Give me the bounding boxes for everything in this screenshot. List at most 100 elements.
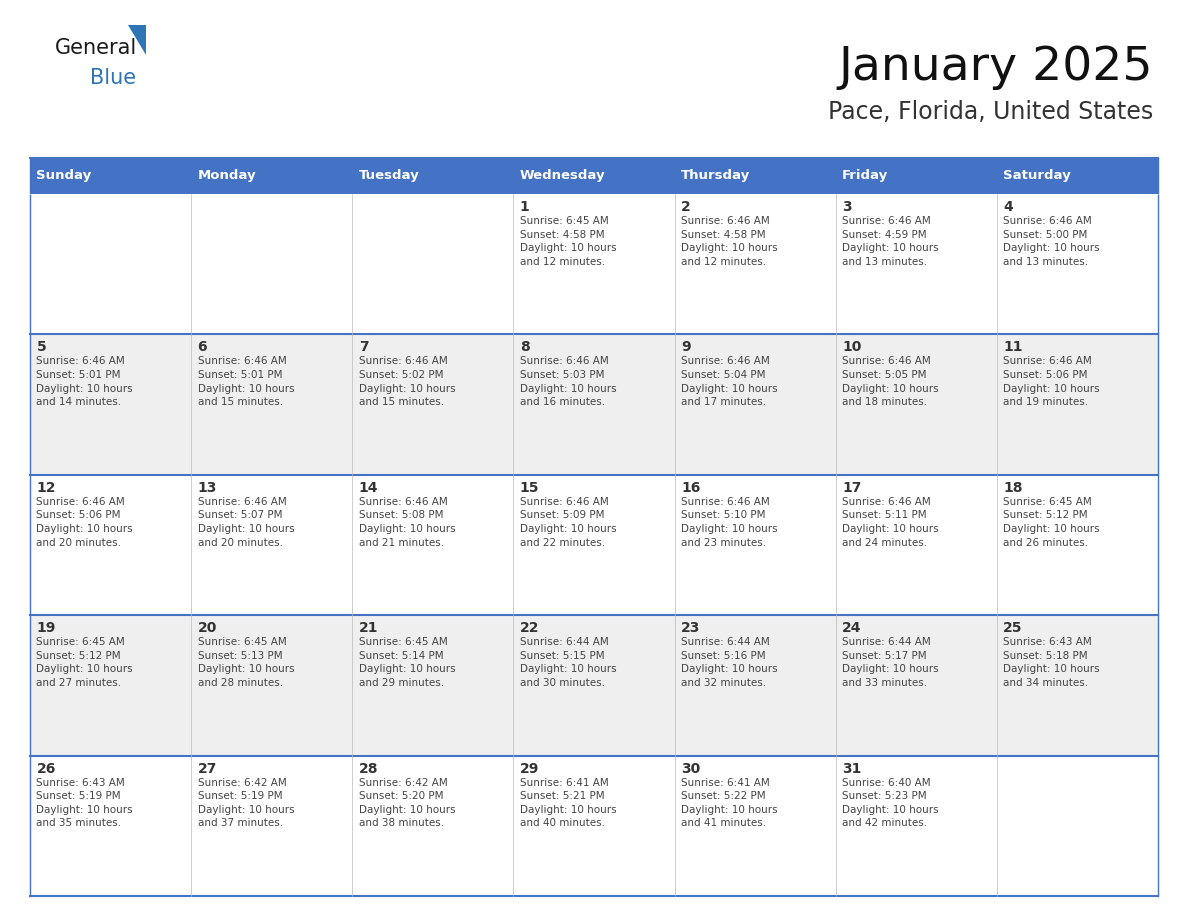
Bar <box>675 756 835 896</box>
Bar <box>513 334 675 475</box>
Text: Sunrise: 6:46 AM
Sunset: 5:08 PM
Daylight: 10 hours
and 21 minutes.: Sunrise: 6:46 AM Sunset: 5:08 PM Dayligh… <box>359 497 455 548</box>
Text: 30: 30 <box>681 762 700 776</box>
Text: Blue: Blue <box>90 68 137 88</box>
Text: 5: 5 <box>37 341 46 354</box>
Bar <box>353 475 513 615</box>
Bar <box>353 194 513 334</box>
Text: Sunrise: 6:40 AM
Sunset: 5:23 PM
Daylight: 10 hours
and 42 minutes.: Sunrise: 6:40 AM Sunset: 5:23 PM Dayligh… <box>842 778 939 828</box>
Text: 20: 20 <box>197 621 217 635</box>
Text: 31: 31 <box>842 762 861 776</box>
Bar <box>835 756 997 896</box>
Text: 6: 6 <box>197 341 207 354</box>
Text: Sunrise: 6:46 AM
Sunset: 5:11 PM
Daylight: 10 hours
and 24 minutes.: Sunrise: 6:46 AM Sunset: 5:11 PM Dayligh… <box>842 497 939 548</box>
Text: 8: 8 <box>520 341 530 354</box>
Bar <box>835 475 997 615</box>
Bar <box>513 475 675 615</box>
Text: Sunrise: 6:41 AM
Sunset: 5:22 PM
Daylight: 10 hours
and 41 minutes.: Sunrise: 6:41 AM Sunset: 5:22 PM Dayligh… <box>681 778 778 828</box>
Text: Sunrise: 6:46 AM
Sunset: 5:06 PM
Daylight: 10 hours
and 19 minutes.: Sunrise: 6:46 AM Sunset: 5:06 PM Dayligh… <box>1004 356 1100 408</box>
Text: Monday: Monday <box>197 170 257 183</box>
Text: Sunrise: 6:46 AM
Sunset: 5:07 PM
Daylight: 10 hours
and 20 minutes.: Sunrise: 6:46 AM Sunset: 5:07 PM Dayligh… <box>197 497 295 548</box>
Bar <box>835 158 997 194</box>
Text: 28: 28 <box>359 762 378 776</box>
Bar <box>997 158 1158 194</box>
Bar <box>675 615 835 756</box>
Text: 12: 12 <box>37 481 56 495</box>
Text: 13: 13 <box>197 481 217 495</box>
Text: Wednesday: Wednesday <box>520 170 606 183</box>
Text: 7: 7 <box>359 341 368 354</box>
Text: Sunrise: 6:46 AM
Sunset: 4:58 PM
Daylight: 10 hours
and 12 minutes.: Sunrise: 6:46 AM Sunset: 4:58 PM Dayligh… <box>681 216 778 267</box>
Text: General: General <box>55 38 138 58</box>
Text: Friday: Friday <box>842 170 889 183</box>
Text: Tuesday: Tuesday <box>359 170 419 183</box>
Text: 25: 25 <box>1004 621 1023 635</box>
Bar <box>30 158 191 194</box>
Text: Sunrise: 6:44 AM
Sunset: 5:17 PM
Daylight: 10 hours
and 33 minutes.: Sunrise: 6:44 AM Sunset: 5:17 PM Dayligh… <box>842 637 939 688</box>
Text: Sunrise: 6:45 AM
Sunset: 5:12 PM
Daylight: 10 hours
and 27 minutes.: Sunrise: 6:45 AM Sunset: 5:12 PM Dayligh… <box>37 637 133 688</box>
Bar <box>675 475 835 615</box>
Text: Sunday: Sunday <box>37 170 91 183</box>
Bar <box>675 334 835 475</box>
Bar <box>30 194 191 334</box>
Text: Sunrise: 6:46 AM
Sunset: 5:01 PM
Daylight: 10 hours
and 15 minutes.: Sunrise: 6:46 AM Sunset: 5:01 PM Dayligh… <box>197 356 295 408</box>
Text: 14: 14 <box>359 481 378 495</box>
Text: Sunrise: 6:44 AM
Sunset: 5:15 PM
Daylight: 10 hours
and 30 minutes.: Sunrise: 6:44 AM Sunset: 5:15 PM Dayligh… <box>520 637 617 688</box>
Bar <box>30 756 191 896</box>
Text: Sunrise: 6:46 AM
Sunset: 5:06 PM
Daylight: 10 hours
and 20 minutes.: Sunrise: 6:46 AM Sunset: 5:06 PM Dayligh… <box>37 497 133 548</box>
Bar <box>997 194 1158 334</box>
Text: 22: 22 <box>520 621 539 635</box>
Bar <box>513 615 675 756</box>
Text: Sunrise: 6:46 AM
Sunset: 5:01 PM
Daylight: 10 hours
and 14 minutes.: Sunrise: 6:46 AM Sunset: 5:01 PM Dayligh… <box>37 356 133 408</box>
Text: 15: 15 <box>520 481 539 495</box>
Bar <box>513 194 675 334</box>
Text: 1: 1 <box>520 200 530 214</box>
Polygon shape <box>128 25 146 55</box>
Text: Saturday: Saturday <box>1004 170 1072 183</box>
Bar <box>191 615 353 756</box>
Text: 19: 19 <box>37 621 56 635</box>
Text: 3: 3 <box>842 200 852 214</box>
Bar <box>30 475 191 615</box>
Bar <box>513 756 675 896</box>
Text: Sunrise: 6:43 AM
Sunset: 5:19 PM
Daylight: 10 hours
and 35 minutes.: Sunrise: 6:43 AM Sunset: 5:19 PM Dayligh… <box>37 778 133 828</box>
Text: Pace, Florida, United States: Pace, Florida, United States <box>828 100 1154 124</box>
Text: Sunrise: 6:46 AM
Sunset: 5:03 PM
Daylight: 10 hours
and 16 minutes.: Sunrise: 6:46 AM Sunset: 5:03 PM Dayligh… <box>520 356 617 408</box>
Text: 26: 26 <box>37 762 56 776</box>
Bar <box>835 334 997 475</box>
Text: Sunrise: 6:46 AM
Sunset: 5:00 PM
Daylight: 10 hours
and 13 minutes.: Sunrise: 6:46 AM Sunset: 5:00 PM Dayligh… <box>1004 216 1100 267</box>
Text: Sunrise: 6:46 AM
Sunset: 5:10 PM
Daylight: 10 hours
and 23 minutes.: Sunrise: 6:46 AM Sunset: 5:10 PM Dayligh… <box>681 497 778 548</box>
Text: 16: 16 <box>681 481 701 495</box>
Bar <box>191 334 353 475</box>
Text: Sunrise: 6:45 AM
Sunset: 4:58 PM
Daylight: 10 hours
and 12 minutes.: Sunrise: 6:45 AM Sunset: 4:58 PM Dayligh… <box>520 216 617 267</box>
Text: 24: 24 <box>842 621 861 635</box>
Bar <box>997 475 1158 615</box>
Bar <box>353 334 513 475</box>
Bar <box>675 194 835 334</box>
Text: Sunrise: 6:46 AM
Sunset: 5:02 PM
Daylight: 10 hours
and 15 minutes.: Sunrise: 6:46 AM Sunset: 5:02 PM Dayligh… <box>359 356 455 408</box>
Text: Sunrise: 6:46 AM
Sunset: 5:04 PM
Daylight: 10 hours
and 17 minutes.: Sunrise: 6:46 AM Sunset: 5:04 PM Dayligh… <box>681 356 778 408</box>
Bar <box>191 194 353 334</box>
Text: Sunrise: 6:45 AM
Sunset: 5:14 PM
Daylight: 10 hours
and 29 minutes.: Sunrise: 6:45 AM Sunset: 5:14 PM Dayligh… <box>359 637 455 688</box>
Text: Sunrise: 6:46 AM
Sunset: 5:09 PM
Daylight: 10 hours
and 22 minutes.: Sunrise: 6:46 AM Sunset: 5:09 PM Dayligh… <box>520 497 617 548</box>
Bar <box>997 334 1158 475</box>
Text: 9: 9 <box>681 341 690 354</box>
Bar <box>835 194 997 334</box>
Text: 2: 2 <box>681 200 690 214</box>
Text: Sunrise: 6:44 AM
Sunset: 5:16 PM
Daylight: 10 hours
and 32 minutes.: Sunrise: 6:44 AM Sunset: 5:16 PM Dayligh… <box>681 637 778 688</box>
Text: 29: 29 <box>520 762 539 776</box>
Text: 27: 27 <box>197 762 217 776</box>
Text: 17: 17 <box>842 481 861 495</box>
Text: 21: 21 <box>359 621 378 635</box>
Text: Sunrise: 6:42 AM
Sunset: 5:19 PM
Daylight: 10 hours
and 37 minutes.: Sunrise: 6:42 AM Sunset: 5:19 PM Dayligh… <box>197 778 295 828</box>
Bar <box>353 615 513 756</box>
Text: 10: 10 <box>842 341 861 354</box>
Text: Sunrise: 6:42 AM
Sunset: 5:20 PM
Daylight: 10 hours
and 38 minutes.: Sunrise: 6:42 AM Sunset: 5:20 PM Dayligh… <box>359 778 455 828</box>
Bar <box>997 756 1158 896</box>
Bar <box>191 158 353 194</box>
Bar <box>353 158 513 194</box>
Bar <box>675 158 835 194</box>
Text: Sunrise: 6:46 AM
Sunset: 5:05 PM
Daylight: 10 hours
and 18 minutes.: Sunrise: 6:46 AM Sunset: 5:05 PM Dayligh… <box>842 356 939 408</box>
Text: 23: 23 <box>681 621 701 635</box>
Bar <box>513 158 675 194</box>
Bar <box>997 615 1158 756</box>
